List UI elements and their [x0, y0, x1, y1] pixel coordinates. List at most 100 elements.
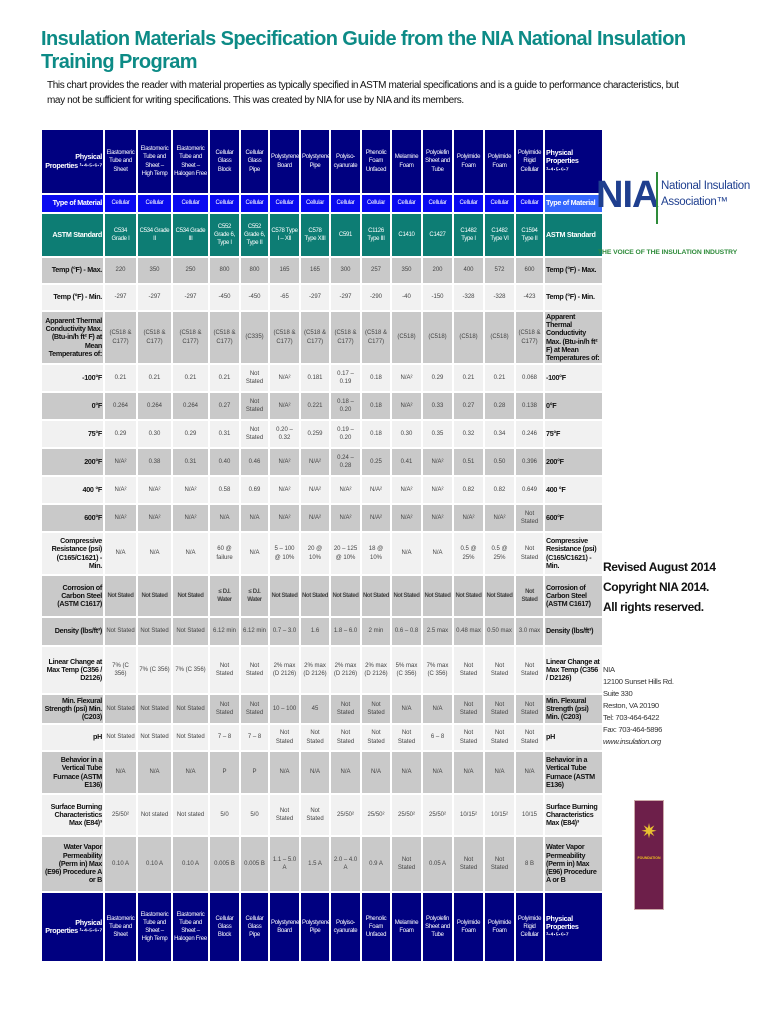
table-row: Temp (°F) - Max. 220 350 250 800 800 165 165 300… — [42, 258, 602, 283]
table-cell: 0.18 — [362, 365, 390, 391]
table-cell: Cellular — [392, 195, 421, 212]
table-cell: 2.0 – 4.0 A — [331, 837, 360, 891]
row-label: Apparent Thermal Conductivity Max. (Btu-… — [545, 312, 602, 363]
table-cell: Not Stated — [485, 725, 514, 750]
table-cell: 0.21 — [485, 365, 514, 391]
table-cell: 5/0 — [241, 795, 268, 835]
table-cell: 165 — [270, 258, 299, 283]
table-cell: ≤ D.I. Water — [241, 576, 268, 616]
table-cell: N/A² — [270, 365, 299, 391]
table-cell: Not Stated — [173, 695, 208, 723]
row-label: Linear Change at Max Temp (C356 / D2126) — [42, 647, 103, 693]
table-cell: 0.20 – 0.32 — [270, 421, 299, 447]
table-cell: P — [210, 752, 239, 793]
row-label: Temp (°F) - Max. — [545, 258, 602, 283]
address-line: NIA — [603, 665, 615, 674]
column-header: Polyolefin Sheet and Tube — [423, 130, 452, 193]
table-cell: 0.29 — [173, 421, 208, 447]
table-cell: 7 – 8 — [210, 725, 239, 750]
table-cell: Not Stated — [392, 837, 421, 891]
table-cell: -297 — [331, 285, 360, 310]
table-cell: (C518) — [423, 312, 452, 363]
table-cell: N/A² — [301, 505, 329, 531]
table-cell: 0.10 A — [173, 837, 208, 891]
table-cell: 0.28 — [485, 393, 514, 419]
table-cell: N/A² — [362, 505, 390, 531]
table-cell: N/A — [241, 533, 268, 574]
row-label: Type of Material — [42, 195, 103, 212]
table-cell: 2% max (D 2126) — [362, 647, 390, 693]
table-cell: C591 — [331, 214, 360, 256]
table-cell: N/A² — [423, 505, 452, 531]
table-cell: Not Stated — [516, 576, 543, 616]
row-label: pH — [42, 725, 103, 750]
table-row: Apparent Thermal Conductivity Max. (Btu-… — [42, 312, 602, 363]
table-cell: 2% max (D 2126) — [270, 647, 299, 693]
table-cell: Not Stated — [270, 795, 299, 835]
table-cell: 7 – 8 — [241, 725, 268, 750]
table-cell: Not Stated — [301, 725, 329, 750]
row-label: ASTM Standard — [42, 214, 103, 256]
table-cell: Not Stated — [173, 576, 208, 616]
table-cell: Cellular — [423, 195, 452, 212]
table-cell: 25/50² — [331, 795, 360, 835]
table-cell: -328 — [485, 285, 514, 310]
table-cell: N/A — [173, 752, 208, 793]
column-header: Elastomeric Tube and Sheet – Halogen Fre… — [173, 130, 208, 193]
revision-info: Revised August 2014 Copyright NIA 2014. … — [603, 557, 716, 617]
table-row: Compressive Resistance (psi) (C165/C1621… — [42, 533, 602, 574]
table-row: Min. Flexural Strength (psi) Min. (C203)… — [42, 695, 602, 723]
table-cell: 10/15² — [454, 795, 483, 835]
table-cell: Cellular — [454, 195, 483, 212]
table-cell: N/A — [173, 533, 208, 574]
table-cell: 0.264 — [173, 393, 208, 419]
table-cell: N/A² — [392, 393, 421, 419]
column-header: Polystyrene Board — [270, 893, 299, 961]
table-cell: (C518 & C177) — [173, 312, 208, 363]
column-header: Melamine Foam — [392, 130, 421, 193]
row-label: Type of Material — [545, 195, 602, 212]
nia-logo: NIA National Insulation Association™ The… — [596, 170, 766, 265]
table-cell: Not Stated — [454, 695, 483, 723]
table-cell: 0.5 @ 25% — [454, 533, 483, 574]
table-cell: 0.51 — [454, 449, 483, 475]
address-line: 12100 Sunset Hills Rd. — [603, 677, 674, 686]
column-header-label: Physical Properties ¹·⁴·⁵·⁶·⁷ — [545, 893, 602, 961]
table-cell: Not Stated — [241, 421, 268, 447]
table-cell: 0.649 — [516, 477, 543, 503]
table-cell: 0.068 — [516, 365, 543, 391]
table-cell: -297 — [173, 285, 208, 310]
specification-table: Physical Properties ¹·⁴·⁵·⁶·⁷ Elastomeric… — [40, 128, 604, 963]
table-cell: 0.29 — [423, 365, 452, 391]
table-cell: Not Stated — [210, 647, 239, 693]
table-cell: 0.46 — [241, 449, 268, 475]
table-cell: 1.8 – 6.0 — [331, 618, 360, 645]
table-cell: N/A² — [138, 505, 171, 531]
table-cell: N/A² — [485, 505, 514, 531]
row-label: 400 °F — [545, 477, 602, 503]
table-cell: Not stated — [173, 795, 208, 835]
table-cell: Not Stated — [331, 725, 360, 750]
table-cell: 0.246 — [516, 421, 543, 447]
table-cell: N/A — [105, 533, 136, 574]
table-cell: 0.10 A — [105, 837, 136, 891]
header-row: Physical Properties ¹·⁴·⁵·⁶·⁷ Elastomeric… — [42, 130, 602, 193]
table-cell: N/A — [392, 752, 421, 793]
table-cell: 0.221 — [301, 393, 329, 419]
table-cell: N/A² — [105, 449, 136, 475]
table-cell: Cellular — [362, 195, 390, 212]
table-cell: N/A — [241, 505, 268, 531]
column-header: Polystyrene Pipe — [301, 893, 329, 961]
nia-tagline: The Voice of the Insulation Industry — [598, 249, 738, 256]
table-cell: 2% max (D 2126) — [301, 647, 329, 693]
row-label: -100°F — [545, 365, 602, 391]
column-header: Melamine Foam — [392, 893, 421, 961]
column-header: Cellular Glass Pipe — [241, 130, 268, 193]
table-cell: (C518 & C177) — [362, 312, 390, 363]
table-cell: 0.69 — [241, 477, 268, 503]
website-link[interactable]: www.insulation.org — [603, 737, 661, 746]
table-cell: (C518) — [392, 312, 421, 363]
table-cell: N/A — [485, 752, 514, 793]
address-line: Suite 330 — [603, 689, 633, 698]
table-cell: 0.18 — [362, 393, 390, 419]
